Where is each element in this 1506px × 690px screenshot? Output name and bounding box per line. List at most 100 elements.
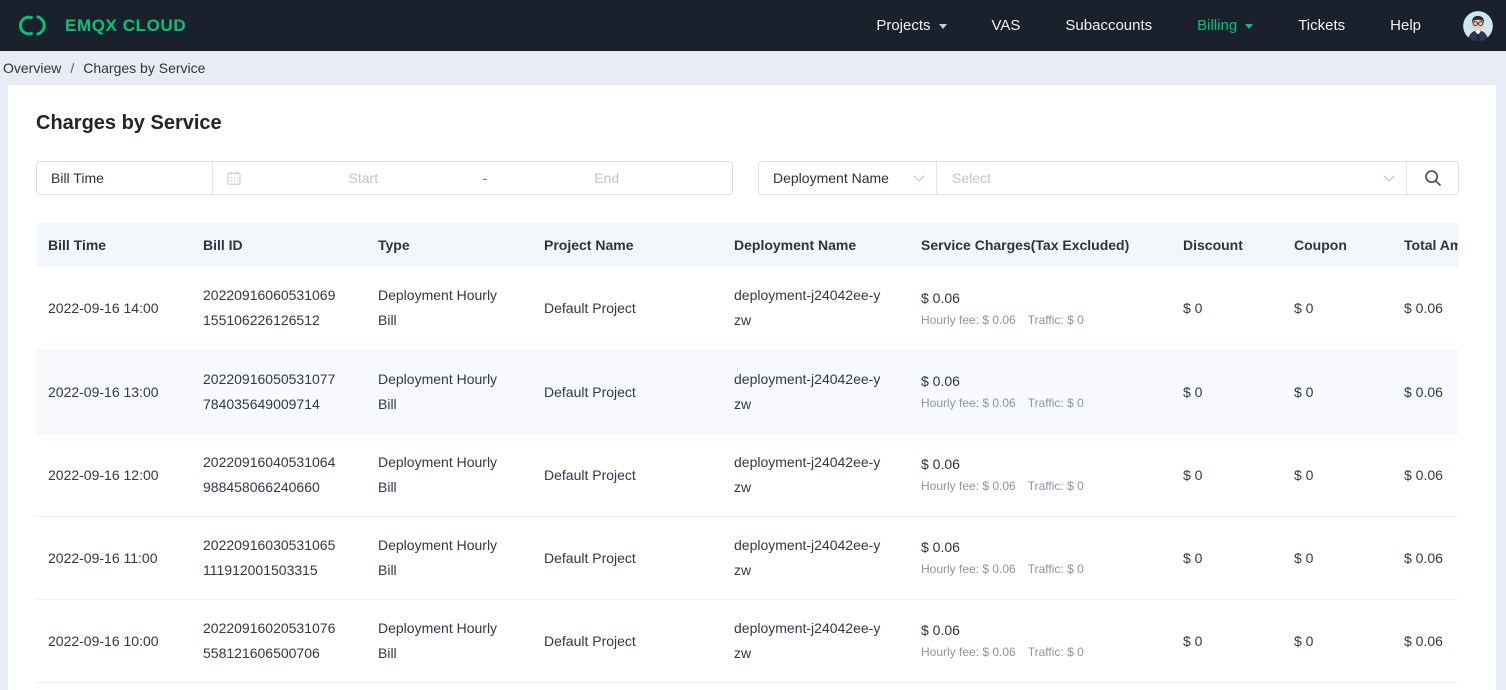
cell-discount: $ 0 [1183,632,1203,649]
nav-item-help[interactable]: Help [1390,17,1421,34]
cell-service-charge: $ 0.06 [921,456,960,472]
nav-item-billing[interactable]: Billing [1197,17,1254,34]
filter-bar: Bill Time - Deployment Name [36,161,1468,195]
table-header-row: Bill Time Bill ID Type Project Name Depl… [36,223,1458,267]
cell-deployment-name: deployment-j24042ee-yzw [734,453,881,495]
cell-bill-id: 20220916040531064988458066240660 [203,453,336,495]
cell-coupon: $ 0 [1294,383,1314,400]
filter-field-select[interactable]: Deployment Name [759,162,937,194]
cell-coupon: $ 0 [1294,549,1314,566]
search-button[interactable] [1406,162,1458,194]
cell-deployment-name: deployment-j24042ee-yzw [734,619,881,661]
date-range-separator: - [482,170,488,186]
col-type: Type [378,237,410,253]
cell-coupon: $ 0 [1294,632,1314,649]
col-service-charges: Service Charges(Tax Excluded) [921,237,1130,253]
cell-project-name: Default Project [544,466,636,483]
nav-item-tickets[interactable]: Tickets [1298,17,1346,34]
cell-service-charge: $ 0.06 [921,622,960,638]
start-date-input[interactable] [248,169,479,187]
cell-discount: $ 0 [1183,300,1203,317]
cell-bill-id: 20220916030531065111912001503315 [203,536,336,578]
bill-time-filter-group: Bill Time - [36,161,733,195]
table-row: 2022-09-16 14:00 20220916060531069155106… [36,267,1458,350]
col-discount: Discount [1183,237,1243,253]
cell-deployment-name: deployment-j24042ee-yzw [734,536,881,578]
cell-bill-id: 20220916050531077784035649009714 [203,370,336,412]
brand-name: EMQX CLOUD [65,15,187,35]
content-card: Charges by Service Bill Time - Deploy [8,85,1496,690]
cell-bill-time: 2022-09-16 13:00 [48,383,159,400]
table-row: 2022-09-16 12:00 20220916040531064988458… [36,433,1458,516]
cell-bill-id: 20220916020531076558121606500706 [203,619,336,661]
cell-deployment-name: deployment-j24042ee-yzw [734,287,881,329]
cell-total: $ 0.06 [1404,300,1443,317]
nav-item-subaccounts[interactable]: Subaccounts [1065,17,1153,34]
col-total-amount: Total Amount [1404,237,1458,253]
date-range-picker[interactable]: - [213,162,732,194]
search-filter-group: Deployment Name [758,161,1459,195]
cell-project-name: Default Project [544,383,636,400]
cell-service-charge-detail: Hourly fee: $ 0.06 Traffic: $ 0 [921,562,1084,576]
chevron-down-icon [1383,170,1395,182]
caret-down-icon [1245,24,1254,29]
cell-bill-id: 20220916060531069155106226126512 [203,287,336,329]
col-coupon: Coupon [1294,237,1347,253]
col-bill-time: Bill Time [48,237,107,253]
table-row: 2022-09-16 13:00 20220916050531077784035… [36,350,1458,433]
bill-time-filter-label: Bill Time [37,162,213,194]
cell-coupon: $ 0 [1294,300,1314,317]
col-bill-id: Bill ID [203,237,243,253]
brand-logo[interactable]: EMQX CLOUD [14,13,186,38]
cell-coupon: $ 0 [1294,466,1314,483]
cell-bill-time: 2022-09-16 11:00 [48,549,158,566]
cell-type: Deployment Hourly Bill [378,287,498,329]
top-navbar: EMQX CLOUD Projects VAS Subaccounts Bill… [0,0,1506,51]
nav-menu: Projects VAS Subaccounts Billing Tickets… [876,17,1421,34]
cell-service-charge: $ 0.06 [921,373,960,389]
cell-type: Deployment Hourly Bill [378,370,498,412]
nav-item-projects[interactable]: Projects [876,17,947,34]
filter-field-value: Deployment Name [773,170,889,186]
filter-value-input[interactable] [937,169,1385,187]
cell-project-name: Default Project [544,632,636,649]
cell-deployment-name: deployment-j24042ee-yzw [734,370,881,412]
cell-type: Deployment Hourly Bill [378,619,498,661]
breadcrumb-current: Charges by Service [83,60,206,76]
cell-bill-time: 2022-09-16 10:00 [48,632,159,649]
cell-bill-time: 2022-09-16 12:00 [48,466,159,483]
charges-table: Bill Time Bill ID Type Project Name Depl… [36,223,1458,683]
cell-discount: $ 0 [1183,549,1203,566]
search-icon [1423,168,1443,188]
breadcrumb-separator: / [70,60,75,76]
col-project-name: Project Name [544,237,634,253]
breadcrumb-overview[interactable]: Overview [3,60,62,76]
cell-service-charge-detail: Hourly fee: $ 0.06 Traffic: $ 0 [921,312,1084,327]
cell-total: $ 0.06 [1404,383,1443,400]
cell-project-name: Default Project [544,549,636,566]
page-title: Charges by Service [36,112,222,134]
cell-discount: $ 0 [1183,383,1203,400]
nav-item-vas[interactable]: VAS [991,17,1021,34]
cell-project-name: Default Project [544,300,636,317]
filter-value-select[interactable] [937,162,1406,194]
cell-service-charge-detail: Hourly fee: $ 0.06 Traffic: $ 0 [921,479,1084,493]
cell-type: Deployment Hourly Bill [378,453,498,495]
end-date-input[interactable] [491,169,723,187]
cell-total: $ 0.06 [1404,549,1443,566]
cell-service-charge-detail: Hourly fee: $ 0.06 Traffic: $ 0 [921,645,1084,659]
table-row: 2022-09-16 10:00 20220916020531076558121… [36,599,1458,682]
cell-total: $ 0.06 [1404,632,1443,649]
table-row: 2022-09-16 11:00 20220916030531065111912… [36,516,1458,599]
emqx-logo-icon [14,13,54,38]
cell-discount: $ 0 [1183,466,1203,483]
user-avatar[interactable] [1463,10,1493,41]
cell-total: $ 0.06 [1404,466,1443,483]
cell-type: Deployment Hourly Bill [378,536,498,578]
chevron-down-icon [913,170,925,182]
cell-service-charge: $ 0.06 [921,539,960,555]
cell-bill-time: 2022-09-16 14:00 [48,300,159,317]
cell-service-charge-detail: Hourly fee: $ 0.06 Traffic: $ 0 [921,396,1084,410]
col-deployment-name: Deployment Name [734,237,857,253]
breadcrumb: Overview / Charges by Service [0,51,1506,85]
